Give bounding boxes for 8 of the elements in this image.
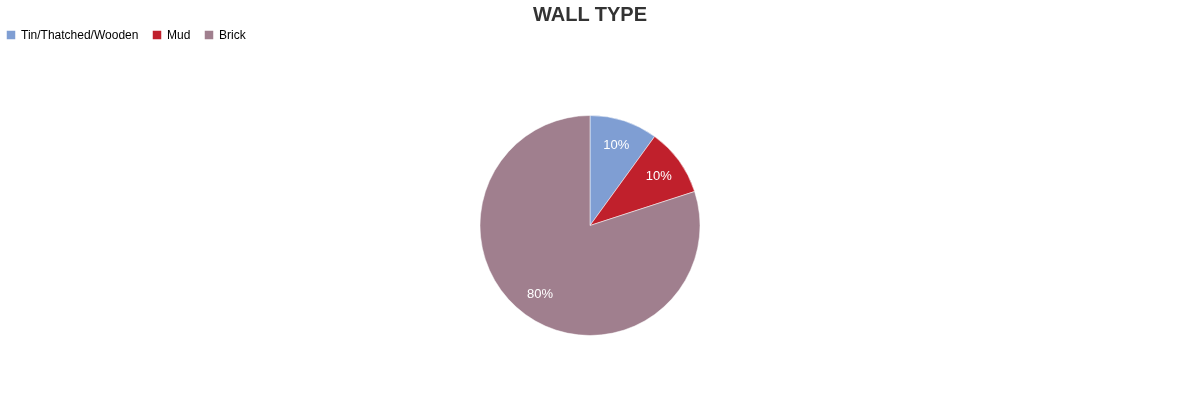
data-label: 10% bbox=[645, 167, 673, 183]
pie-slice bbox=[479, 115, 701, 336]
legend-label: Mud bbox=[167, 28, 191, 42]
legend-label: Brick bbox=[219, 28, 247, 42]
chart-title: WALL TYPE bbox=[532, 3, 648, 25]
legend-label: Tin/Thatched/Wooden bbox=[21, 28, 139, 42]
data-label: 10% bbox=[603, 136, 630, 152]
data-label: 80% bbox=[527, 286, 554, 302]
